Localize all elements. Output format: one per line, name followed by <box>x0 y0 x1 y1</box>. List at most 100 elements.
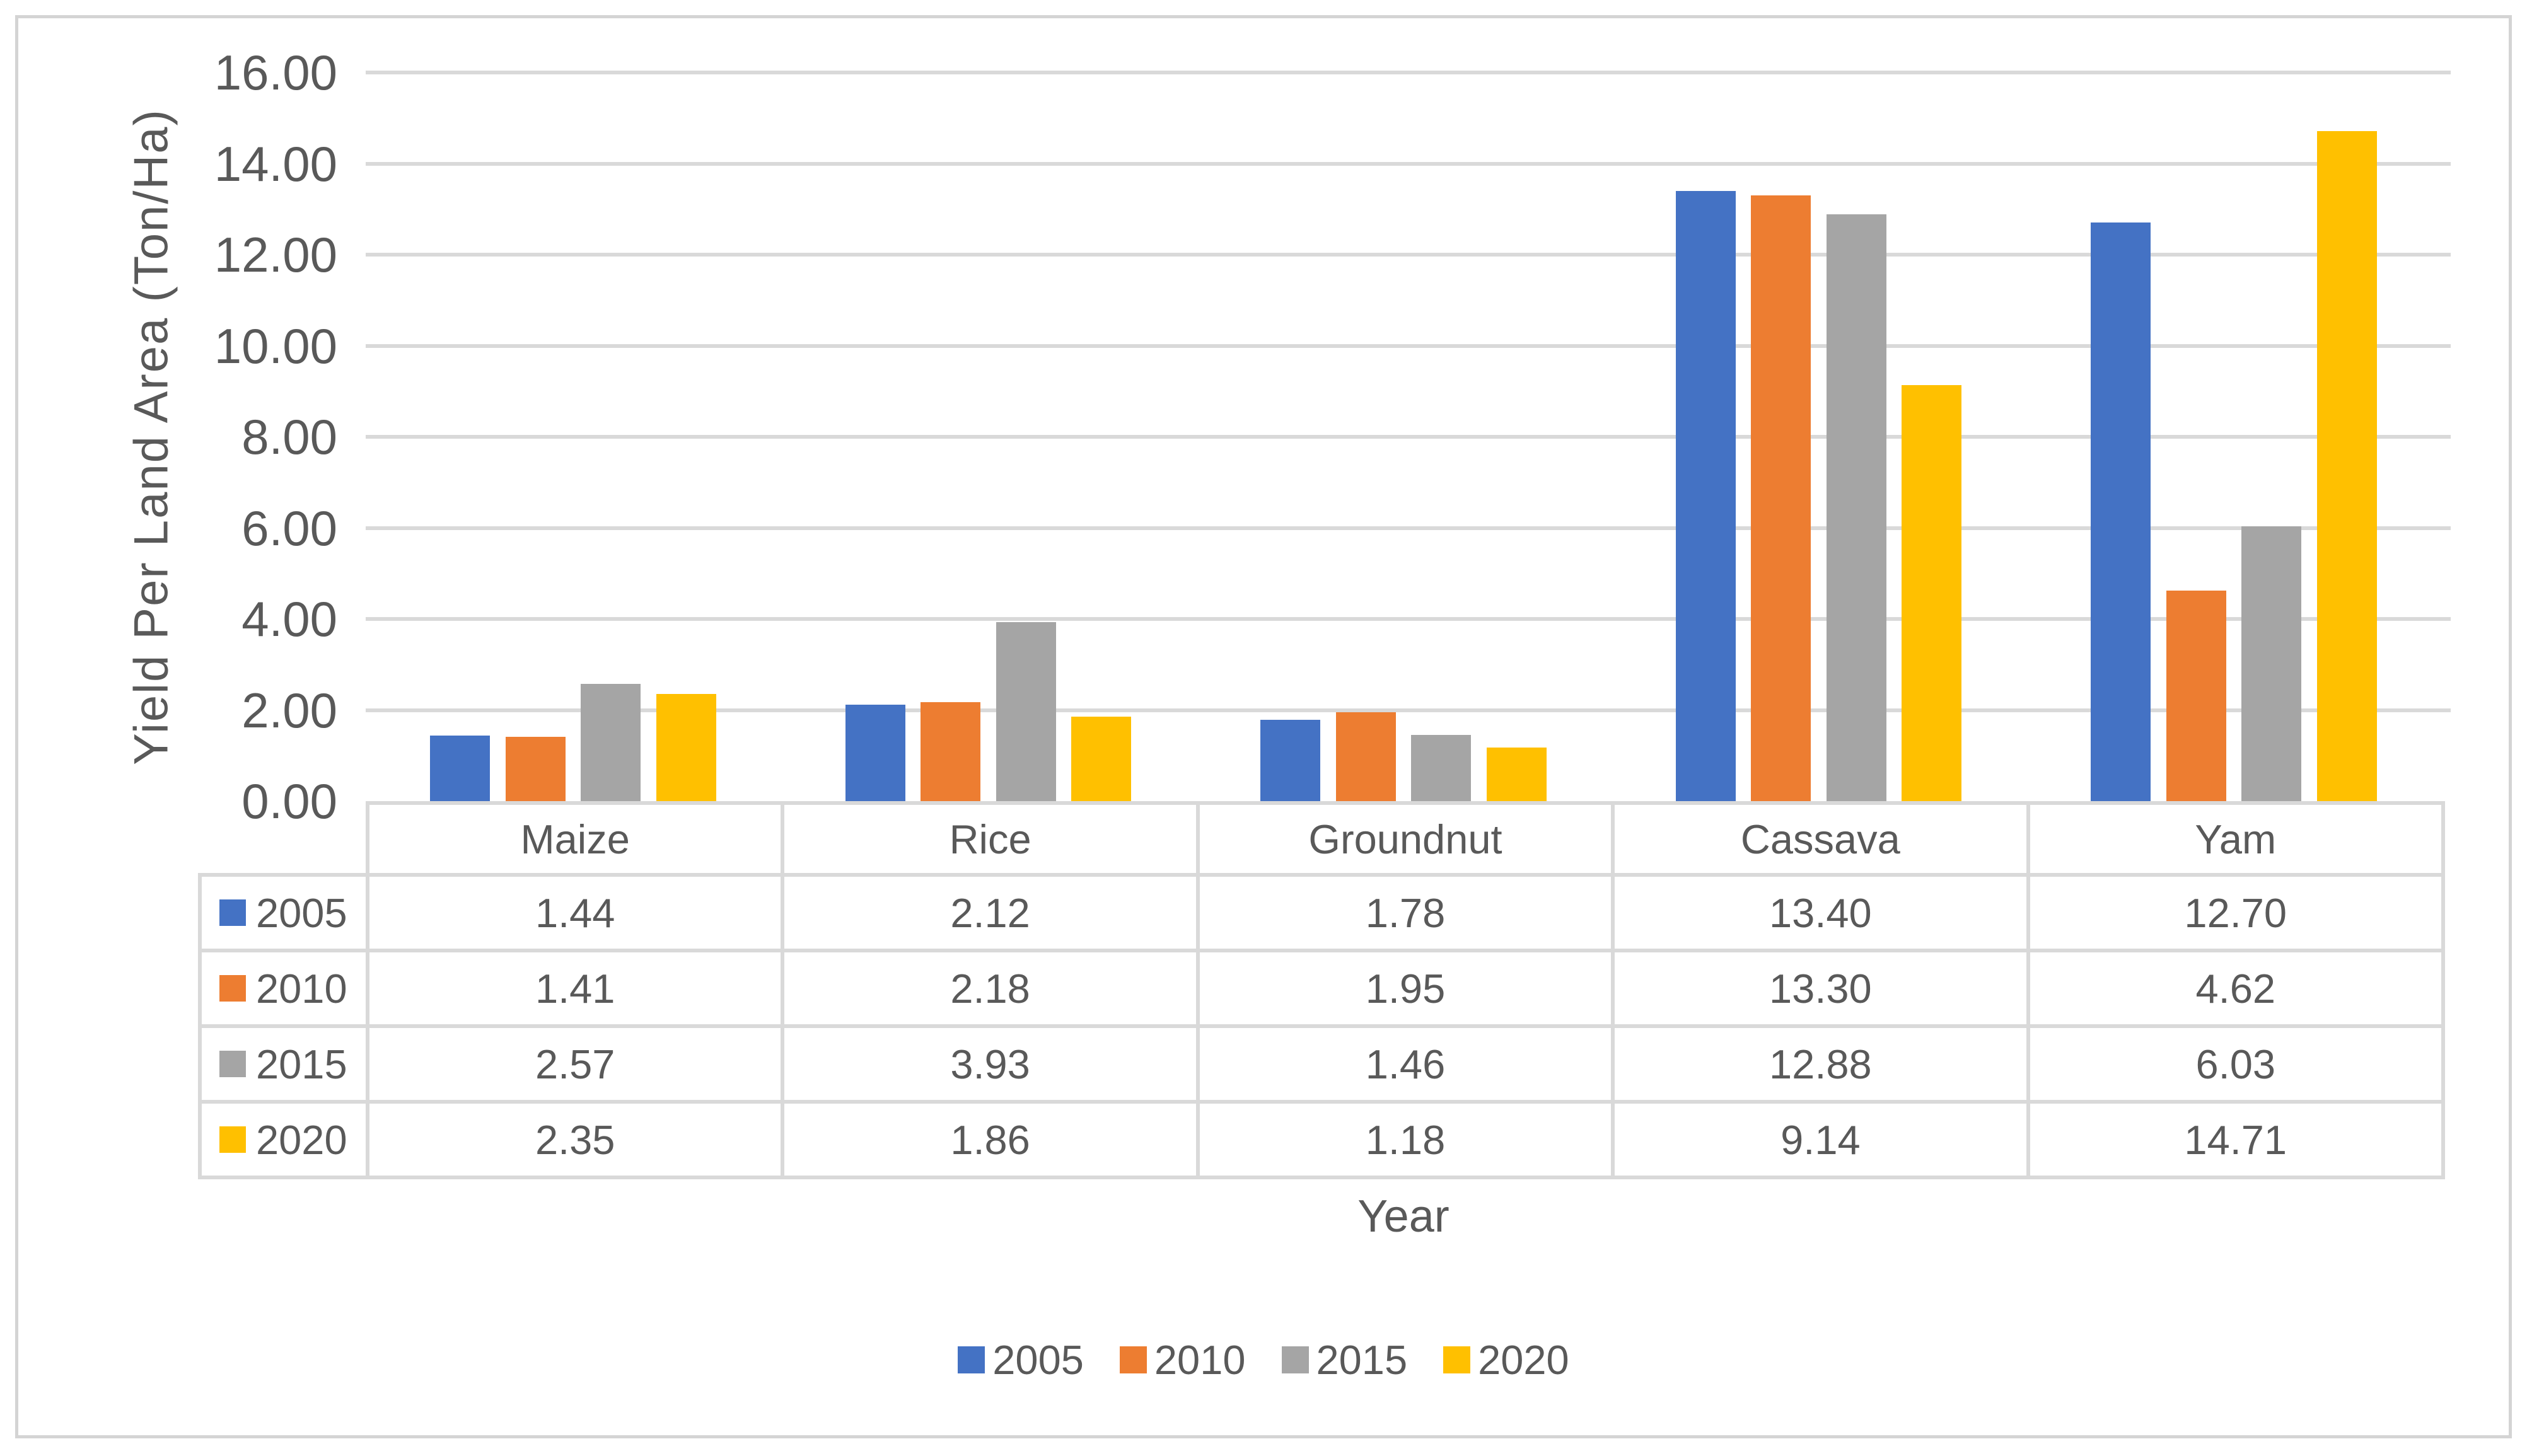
legend-item-2015: 2015 <box>1281 1336 1408 1384</box>
year-label: 2010 <box>256 965 347 1012</box>
bar-rice-2010 <box>921 702 981 801</box>
legend-item-2010: 2010 <box>1119 1336 1246 1384</box>
y-tick-label: 10.00 <box>214 318 337 374</box>
y-tick-label: 2.00 <box>241 682 337 738</box>
y-tick-label: 0.00 <box>241 773 337 829</box>
bar-cassava-2015 <box>1826 214 1886 801</box>
value-cell-cassava-2015: 12.88 <box>1611 1024 2030 1104</box>
year-cell-2005: 2005 <box>198 873 369 952</box>
bar-groundnut-2015 <box>1411 734 1472 801</box>
year-label: 2015 <box>256 1041 347 1087</box>
year-label: 2005 <box>256 889 347 936</box>
gridline <box>366 161 2451 166</box>
x-axis-title: Year <box>1357 1191 1449 1242</box>
plot-area <box>366 71 2451 801</box>
gridline <box>366 617 2451 621</box>
table-corner-cell <box>200 803 368 875</box>
value-cell-groundnut-2010: 1.95 <box>1195 949 1615 1028</box>
value-cell-yam-2020: 14.71 <box>2026 1100 2445 1179</box>
value-cell-cassava-2010: 13.30 <box>1611 949 2030 1028</box>
data-table: Maize Rice Groundnut Cassava Yam 2005 1.44 2.12… <box>198 801 2445 1179</box>
category-header-cassava: Cassava <box>1611 801 2030 877</box>
year-cell-content: 2020 <box>204 1116 364 1164</box>
bar-groundnut-2020 <box>1486 747 1547 801</box>
legend-label: 2010 <box>1154 1336 1246 1383</box>
legend-label: 2015 <box>1316 1336 1408 1383</box>
bar-yam-2010 <box>2166 591 2226 801</box>
value-cell-rice-2020: 1.86 <box>781 1100 1200 1179</box>
legend-label: 2005 <box>992 1336 1084 1383</box>
bar-groundnut-2005 <box>1260 720 1321 801</box>
year-cell-2020: 2020 <box>198 1100 369 1179</box>
series-key-icon <box>219 1051 246 1077</box>
bar-maize-2020 <box>656 694 716 801</box>
legend-key-icon <box>1119 1346 1147 1373</box>
legend-key-icon <box>958 1346 985 1373</box>
year-cell-content: 2010 <box>204 965 364 1012</box>
bar-yam-2020 <box>2316 131 2377 801</box>
value-cell-rice-2015: 3.93 <box>781 1024 1200 1104</box>
bar-yam-2015 <box>2241 526 2302 801</box>
gridline <box>366 253 2451 257</box>
bar-rice-2005 <box>845 704 905 801</box>
value-cell-cassava-2020: 9.14 <box>1611 1100 2030 1179</box>
year-cell-content: 2015 <box>204 1041 364 1088</box>
year-cell-2015: 2015 <box>198 1024 369 1104</box>
bar-rice-2015 <box>996 622 1056 801</box>
value-cell-maize-2015: 2.57 <box>365 1024 785 1104</box>
bar-cassava-2020 <box>1902 384 1962 801</box>
table-row-2010: 2010 1.41 2.18 1.95 13.30 4.62 <box>198 949 2445 1028</box>
value-cell-maize-2005: 1.44 <box>365 873 785 952</box>
bar-maize-2005 <box>430 735 491 801</box>
year-cell-content: 2005 <box>204 889 364 937</box>
value-cell-groundnut-2005: 1.78 <box>1195 873 1615 952</box>
table-row-2020: 2020 2.35 1.86 1.18 9.14 14.71 <box>198 1100 2445 1179</box>
gridline <box>366 708 2451 712</box>
value-cell-rice-2010: 2.18 <box>781 949 1200 1028</box>
gridline <box>366 435 2451 439</box>
gridline <box>366 526 2451 530</box>
bar-maize-2010 <box>505 737 566 801</box>
table-row-2015: 2015 2.57 3.93 1.46 12.88 6.03 <box>198 1024 2445 1104</box>
value-cell-groundnut-2020: 1.18 <box>1195 1100 1615 1179</box>
value-cell-groundnut-2015: 1.46 <box>1195 1024 1615 1104</box>
y-tick-label: 12.00 <box>214 227 337 282</box>
value-cell-cassava-2005: 13.40 <box>1611 873 2030 952</box>
year-cell-2010: 2010 <box>198 949 369 1028</box>
y-tick-label: 14.00 <box>214 136 337 192</box>
bar-cassava-2010 <box>1751 195 1811 801</box>
y-tick-label: 6.00 <box>241 500 337 556</box>
value-cell-rice-2005: 2.12 <box>781 873 1200 952</box>
bar-cassava-2005 <box>1675 190 1736 801</box>
bar-maize-2015 <box>581 684 641 801</box>
value-cell-maize-2010: 1.41 <box>365 949 785 1028</box>
legend-item-2005: 2005 <box>958 1336 1084 1384</box>
year-label: 2020 <box>256 1116 347 1163</box>
legend-key-icon <box>1281 1346 1309 1373</box>
bar-groundnut-2010 <box>1335 712 1396 801</box>
bar-yam-2005 <box>2091 222 2151 801</box>
gridline <box>366 344 2451 348</box>
category-header-maize: Maize <box>365 801 785 877</box>
value-cell-yam-2015: 6.03 <box>2026 1024 2445 1104</box>
table-row-2005: 2005 1.44 2.12 1.78 13.40 12.70 <box>198 873 2445 952</box>
y-tick-label: 16.00 <box>214 45 337 100</box>
bar-rice-2020 <box>1071 716 1132 801</box>
legend-label: 2020 <box>1478 1336 1569 1383</box>
gridline <box>366 71 2451 74</box>
value-cell-yam-2005: 12.70 <box>2026 873 2445 952</box>
chart-legend: 2005 2010 2015 2020 <box>18 1331 2509 1388</box>
series-key-icon <box>219 975 246 1002</box>
series-key-icon <box>219 899 246 926</box>
table-header-row: Maize Rice Groundnut Cassava Yam <box>200 801 2445 877</box>
series-key-icon <box>219 1126 246 1153</box>
category-header-groundnut: Groundnut <box>1195 801 1615 877</box>
y-tick-label: 4.00 <box>241 591 337 647</box>
value-cell-yam-2010: 4.62 <box>2026 949 2445 1028</box>
category-header-rice: Rice <box>781 801 1200 877</box>
value-cell-maize-2020: 2.35 <box>365 1100 785 1179</box>
y-tick-label: 8.00 <box>241 409 337 465</box>
legend-item-2020: 2020 <box>1443 1336 1569 1384</box>
legend-key-icon <box>1443 1346 1471 1373</box>
